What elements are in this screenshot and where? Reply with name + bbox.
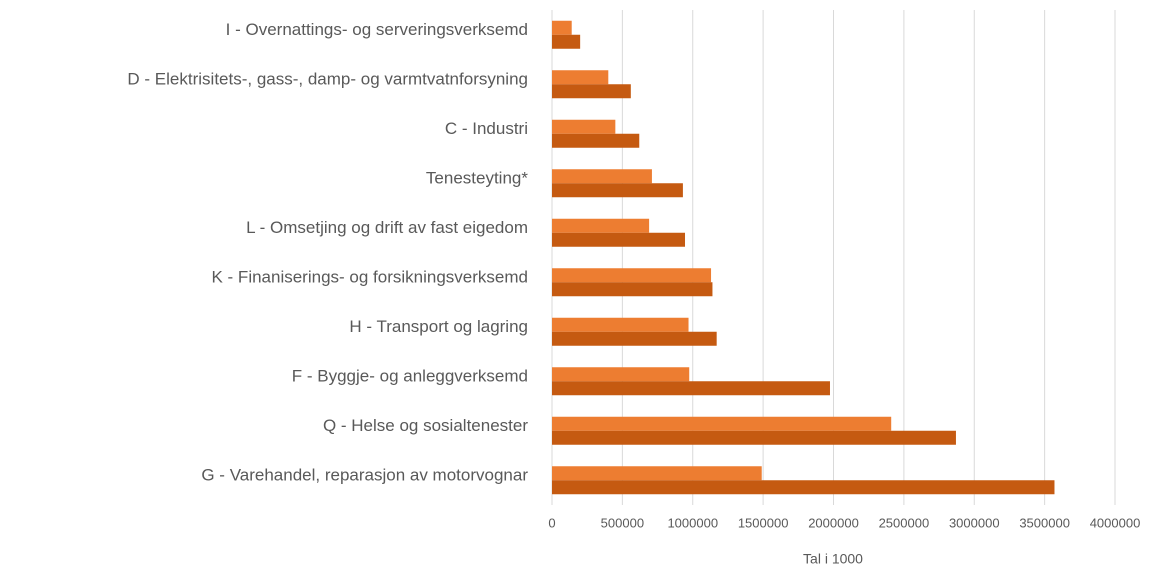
x-tick-label: 4000000 [1090,515,1141,530]
y-tick-label: Tenesteyting* [426,169,528,188]
y-tick-label: K - Finaniserings- og forsikningsverksem… [211,268,528,287]
x-tick-label: 1000000 [667,515,718,530]
bar [552,268,712,283]
bar [552,430,956,445]
bar [552,70,609,85]
x-tick-label: 0 [548,515,555,530]
x-tick-label: 1500000 [738,515,789,530]
bar [552,119,616,134]
bar [552,367,690,382]
bar [552,169,652,184]
bar [552,381,830,396]
y-tick-label: H - Transport og lagring [349,317,528,336]
bar [552,84,631,99]
y-tick-label: I - Overnattings- og serveringsverksemd [226,20,528,39]
x-axis-title: Tal i 1000 [803,551,863,567]
x-tick-label: 500000 [601,515,644,530]
x-tick-label: 3500000 [1019,515,1070,530]
bar [552,218,650,233]
x-tick-label: 2000000 [808,515,859,530]
bar [552,34,581,49]
y-tick-label: F - Byggje- og anleggverksemd [292,367,528,386]
x-tick-label: 3000000 [949,515,1000,530]
bar [552,466,762,481]
bar [552,133,640,148]
bar [552,331,717,346]
bar [552,282,713,297]
bar [552,183,683,198]
x-tick-label: 2500000 [879,515,930,530]
bar [552,317,689,332]
y-tick-label: L - Omsetjing og drift av fast eigedom [246,218,528,237]
bar [552,480,1055,495]
bar [552,20,572,35]
bar [552,232,686,247]
bar [552,416,892,431]
y-tick-label: Q - Helse og sosialtenester [323,416,528,435]
y-tick-label: D - Elektrisitets-, gass-, damp- og varm… [127,70,528,89]
y-tick-label: G - Varehandel, reparasjon av motorvogna… [201,466,528,485]
y-tick-label: C - Industri [445,119,528,138]
